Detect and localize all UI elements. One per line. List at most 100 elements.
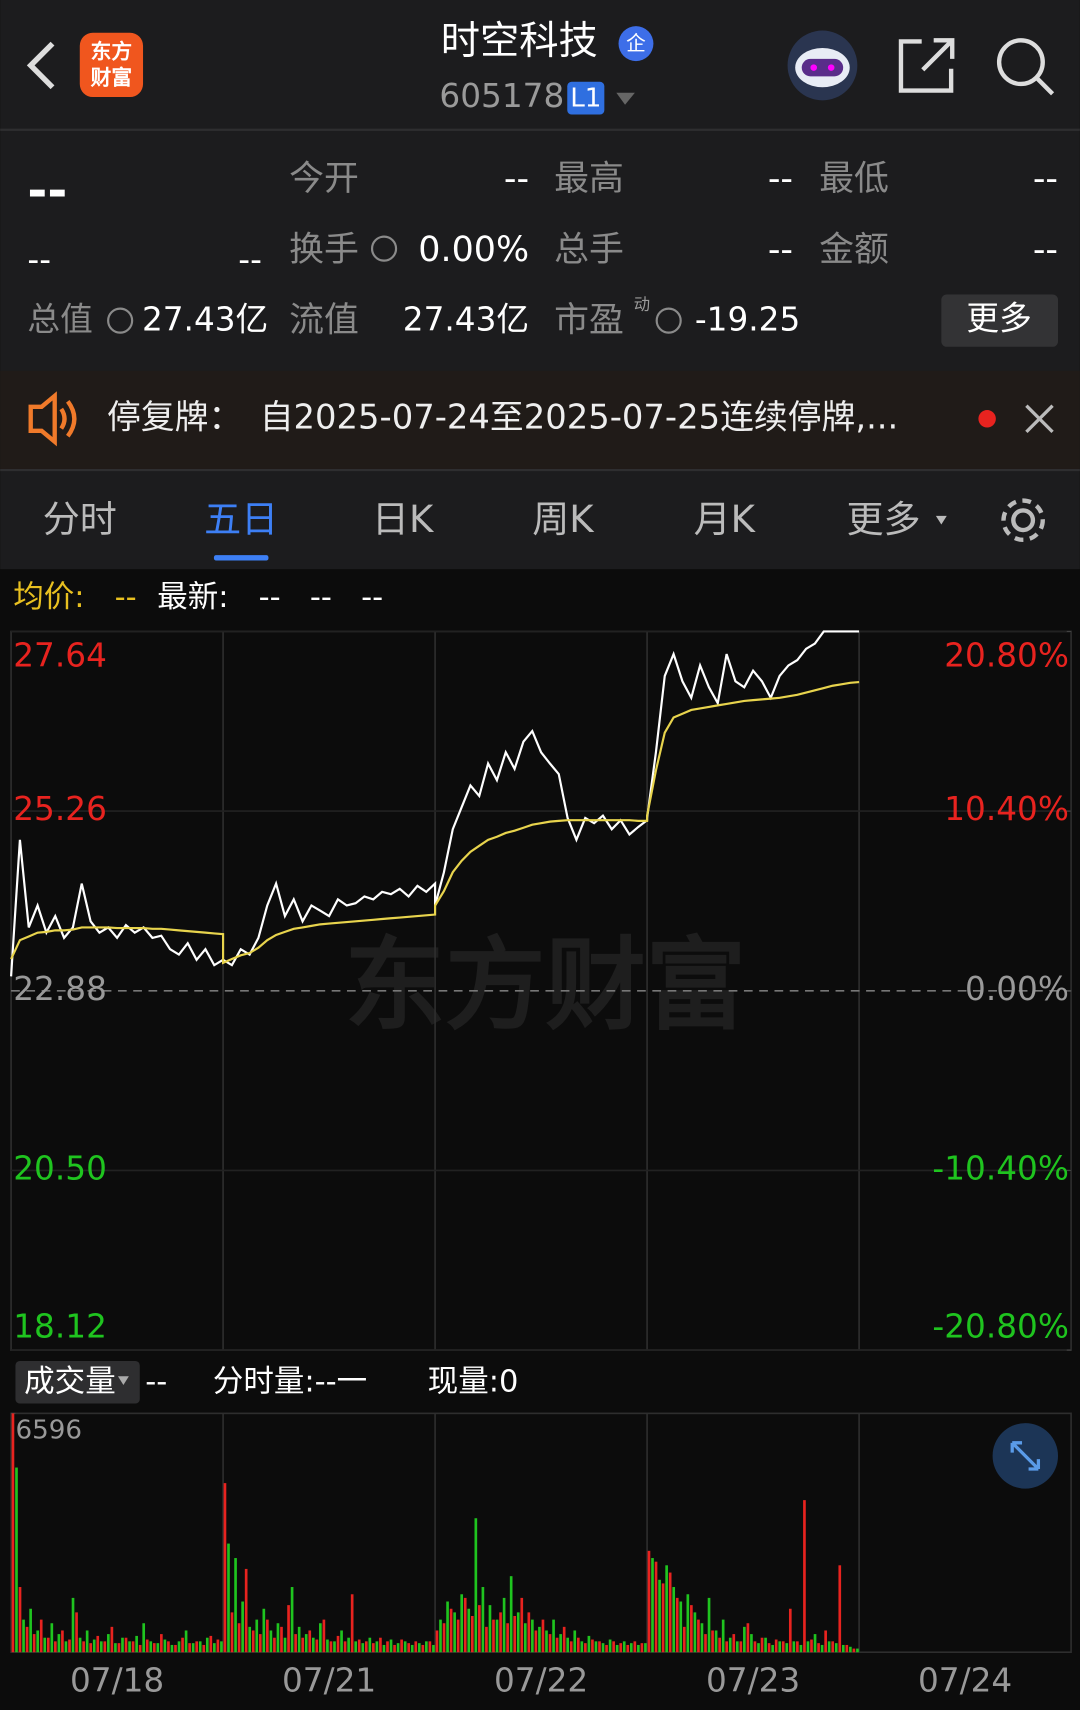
volume-bar: [138, 1644, 142, 1653]
volume-bar: [675, 1597, 679, 1653]
legend-latest-value: --: [361, 580, 383, 615]
volume-bar: [202, 1644, 206, 1653]
volume-bar: [781, 1641, 785, 1653]
field-value: 27.43亿: [403, 301, 529, 339]
expand-button[interactable]: [992, 1423, 1059, 1489]
field-value: --: [504, 159, 529, 199]
y2-tick-label: 0.00%: [965, 970, 1069, 1008]
volume-bar: [393, 1644, 396, 1653]
volume-bar: [591, 1639, 594, 1653]
notice-text[interactable]: 自2025-07-24至2025-07-25连续停牌,...: [260, 397, 899, 436]
volume-bar: [421, 1644, 425, 1653]
volume-bar: [711, 1630, 714, 1653]
volume-bar: [732, 1634, 736, 1653]
volume-bar: [379, 1637, 382, 1653]
volume-bar: [85, 1630, 89, 1653]
volume-bar: [700, 1623, 704, 1653]
info-icon: [370, 235, 398, 262]
volume-bar: [686, 1594, 690, 1653]
volume-bar: [690, 1605, 693, 1653]
volume-bar: [516, 1612, 520, 1653]
volume-bar: [297, 1626, 301, 1653]
volume-bar: [831, 1641, 835, 1653]
volume-bar: [107, 1634, 110, 1653]
change: --: [27, 241, 51, 279]
volume-bar: [343, 1641, 347, 1653]
volume-bar: [110, 1626, 114, 1653]
volume-bar: [545, 1630, 548, 1653]
volume-bar: [633, 1641, 637, 1653]
volume-bar: [361, 1643, 365, 1653]
search-button[interactable]: [996, 38, 1055, 96]
volume-bar: [725, 1641, 729, 1653]
settings-button[interactable]: [1001, 498, 1045, 543]
y2-tick-label: 10.40%: [944, 790, 1069, 828]
volume-bar: [326, 1639, 329, 1653]
volume-bar: [396, 1643, 400, 1653]
tab[interactable]: 月K: [694, 498, 757, 541]
volume-bar: [594, 1641, 598, 1653]
volume-bar: [64, 1641, 68, 1653]
field-label: 今开: [289, 159, 359, 199]
volume-bar: [121, 1637, 124, 1653]
tab[interactable]: 分时: [43, 498, 117, 541]
volume-bar: [849, 1646, 852, 1653]
more-button[interactable]: [941, 294, 1059, 347]
volume-bar: [598, 1641, 601, 1653]
volume-bar: [152, 1643, 156, 1653]
volume-bar: [573, 1630, 577, 1653]
volume-bar: [216, 1639, 220, 1653]
volume-bar: [852, 1648, 856, 1653]
tab[interactable]: 五日: [204, 498, 278, 541]
volume-bar: [255, 1619, 259, 1653]
dropdown[interactable]: [616, 92, 635, 105]
volume-bar: [174, 1644, 177, 1653]
volume-bar: [188, 1643, 191, 1653]
volume-bar: [788, 1608, 792, 1653]
volume-bar: [43, 1637, 47, 1653]
volume-bar: [198, 1641, 202, 1653]
volume-bar: [237, 1623, 241, 1653]
volume-bar: [753, 1641, 757, 1653]
volume-bar: [488, 1605, 492, 1653]
volume-bar: [266, 1619, 269, 1653]
volume-bar: [114, 1643, 117, 1653]
volume-bar: [682, 1626, 686, 1653]
field-value: 27.43亿: [142, 301, 268, 339]
volume-bar: [386, 1641, 389, 1653]
tab[interactable]: 周K: [532, 498, 595, 541]
app-logo: [79, 32, 144, 98]
volume-bar: [640, 1643, 644, 1653]
volume-bar: [718, 1637, 721, 1653]
legend-latest-value: --: [310, 580, 332, 615]
volume-bar: [470, 1615, 474, 1653]
volume-bar: [357, 1639, 361, 1653]
volume-bar: [414, 1641, 418, 1653]
share-button[interactable]: [898, 38, 955, 93]
volume-bar: [46, 1637, 50, 1653]
legend-latest-label: 最新:: [157, 580, 228, 615]
assistant-avatar[interactable]: [787, 30, 858, 101]
speaker-icon: [28, 391, 77, 447]
more-text[interactable]: 更多: [966, 300, 1031, 338]
volume-bar: [665, 1565, 668, 1653]
level-badge: [567, 81, 605, 115]
volume-bar: [513, 1615, 517, 1653]
volume-bar: [792, 1641, 796, 1653]
tab[interactable]: 日K: [372, 498, 435, 541]
badge: [618, 26, 654, 62]
volume-bar: [428, 1641, 432, 1653]
volume-bar: [481, 1587, 485, 1653]
volume-bar: [474, 1518, 478, 1653]
volume-bar: [555, 1637, 559, 1653]
volume-bar: [651, 1558, 654, 1653]
volume-bar: [191, 1643, 195, 1653]
tab[interactable]: 更多: [846, 498, 920, 541]
volume-bar: [566, 1637, 570, 1653]
close-button[interactable]: [1025, 404, 1054, 434]
volume-selector[interactable]: [15, 1361, 140, 1404]
back-button[interactable]: [26, 41, 55, 90]
volume-selector-text[interactable]: 成交量: [24, 1364, 116, 1399]
volume-bar: [403, 1641, 407, 1653]
